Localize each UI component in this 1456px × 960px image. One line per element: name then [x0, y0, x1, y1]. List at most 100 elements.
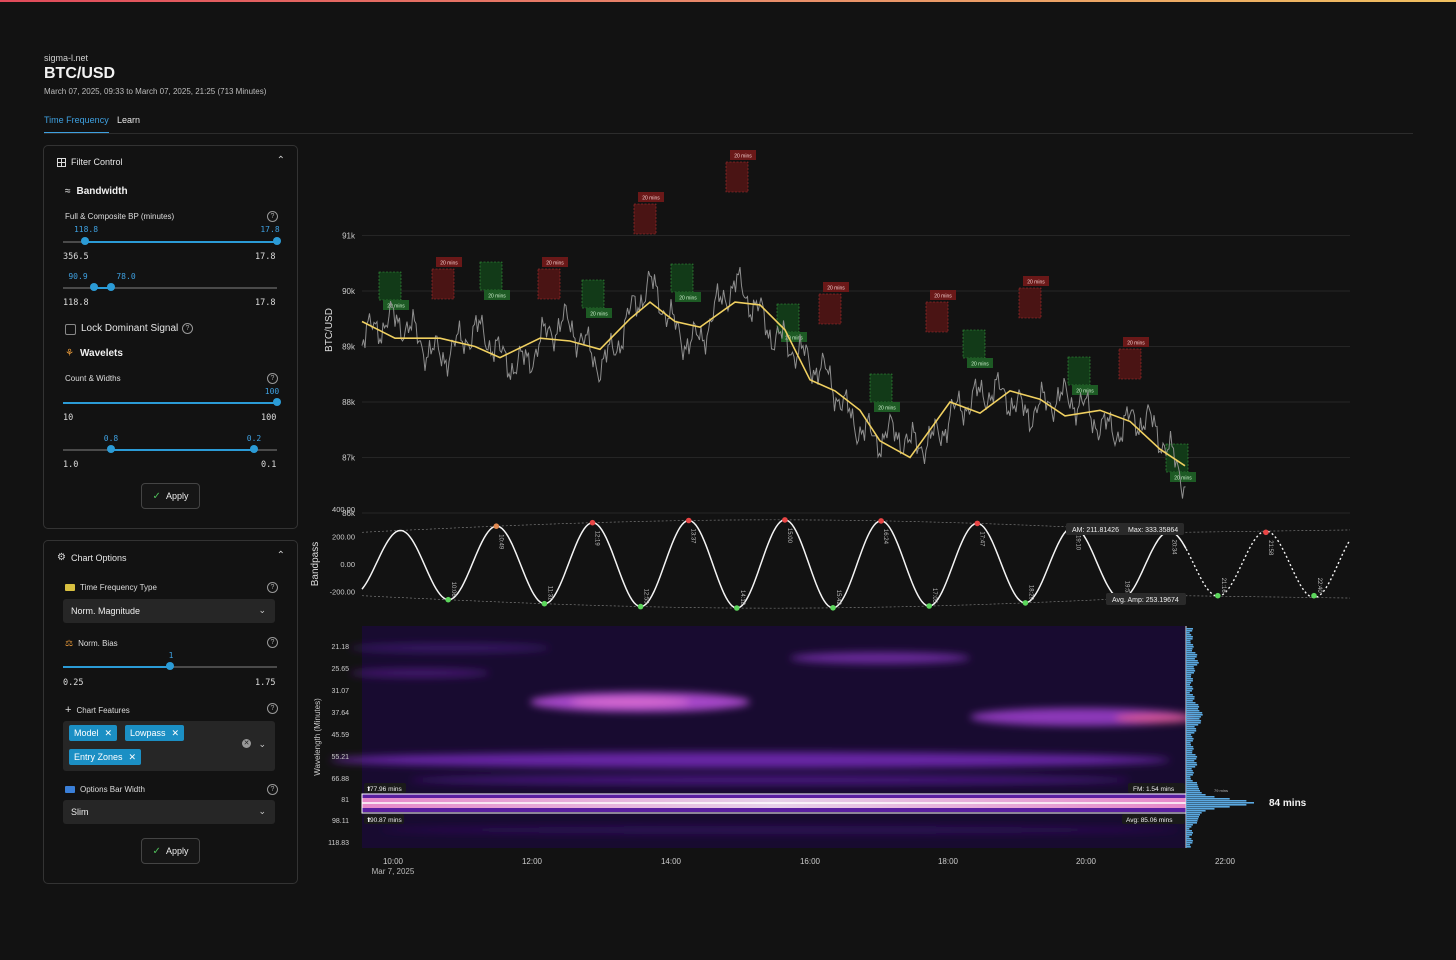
buy-zone: [581, 279, 605, 309]
buy-zone: [479, 261, 503, 291]
chip-model[interactable]: Model ✕: [69, 725, 118, 741]
trough-time-label: 15:42: [835, 590, 841, 606]
trough-time-label: 17:05: [931, 588, 937, 604]
help-icon[interactable]: ?: [267, 637, 278, 648]
features-multiselect[interactable]: Model ✕ Lowpass ✕ Entry Zones ✕ ✕ ⌄: [63, 721, 275, 771]
chevron-up-icon[interactable]: ⌃: [276, 550, 285, 561]
tab-time-frequency[interactable]: Time Frequency: [44, 115, 109, 134]
slider-handle[interactable]: [90, 283, 98, 291]
filter-apply-button[interactable]: ✓ Apply: [141, 483, 200, 509]
slider-handle[interactable]: [81, 237, 89, 245]
sell-zone-label-bg: [1123, 337, 1149, 347]
close-icon[interactable]: ✕: [171, 727, 180, 738]
svg-text:90.87 mins: 90.87 mins: [370, 817, 403, 824]
bias-label: ⚖ Norm. Bias: [65, 638, 118, 649]
price-gridlines: [362, 235, 1350, 514]
histogram-bar: [1186, 768, 1192, 770]
chevron-up-icon[interactable]: ⌃: [276, 155, 285, 166]
histogram-bar: [1186, 804, 1247, 806]
buy-zone: [869, 373, 893, 403]
help-icon[interactable]: ?: [267, 582, 278, 593]
price-tick-label: 90k: [342, 287, 356, 296]
histogram-bar: [1186, 742, 1191, 744]
tf-type-value: Norm. Magnitude: [71, 606, 141, 616]
buy-zone-label: 20 mins: [679, 296, 697, 302]
slider-handle[interactable]: [273, 237, 281, 245]
histogram-bar: [1186, 722, 1201, 724]
svg-text:AM: 211.81426: AM: 211.81426: [1072, 527, 1119, 534]
histogram-bar: [1186, 728, 1197, 730]
slider-handle[interactable]: [107, 283, 115, 291]
histogram-bar: [1186, 794, 1206, 796]
count-slider[interactable]: [63, 398, 281, 406]
heatmap-y-tick: 21.18: [331, 644, 349, 651]
histogram-bar: [1186, 800, 1247, 802]
wavelets-title: Wavelets: [79, 348, 123, 359]
histogram-bar: [1186, 740, 1193, 742]
histogram-bar: [1186, 710, 1200, 712]
histogram-bar: [1186, 648, 1193, 650]
composite-range-slider[interactable]: [63, 283, 277, 291]
sell-zone: [431, 268, 455, 300]
buy-zone-label: 20 mins: [387, 304, 405, 310]
sell-zone: [925, 301, 949, 333]
heatmap-y-label: Wavelength (Minutes): [313, 698, 322, 776]
help-icon[interactable]: ?: [267, 784, 278, 795]
sell-zone: [1118, 348, 1142, 380]
histogram-bar: [1186, 746, 1194, 748]
histogram-bar: [1186, 792, 1202, 794]
histogram-bar: [1186, 822, 1197, 824]
close-icon[interactable]: ✕: [104, 727, 113, 738]
sell-zone: [1018, 287, 1042, 319]
bandpass-tick-label: 200.00: [332, 532, 355, 541]
tf-type-select[interactable]: Norm. Magnitude ⌄: [63, 599, 275, 623]
buy-zone: [1067, 356, 1091, 386]
histogram-bar: [1186, 764, 1198, 766]
trough-time-label: 18:29: [1027, 585, 1033, 601]
tab-learn[interactable]: Learn: [117, 115, 141, 125]
buy-zone-label-bg: [874, 402, 900, 412]
help-icon[interactable]: ?: [267, 211, 278, 222]
heatmap-y-tick: 98.11: [332, 818, 349, 825]
histogram-bar: [1186, 634, 1192, 636]
histogram-bar: [1186, 784, 1198, 786]
top-accent-bar: [0, 0, 1456, 2]
filter-control-header[interactable]: Filter Control: [57, 157, 123, 167]
chevron-down-icon[interactable]: ⌄: [258, 739, 266, 749]
help-icon[interactable]: ?: [182, 323, 193, 334]
chart-options-header[interactable]: ⚙ Chart Options: [57, 552, 127, 563]
bar-width-select[interactable]: Slim ⌄: [63, 800, 275, 824]
histogram-bar: [1186, 708, 1199, 710]
histogram-bar: [1186, 702, 1196, 704]
slider-handle[interactable]: [107, 445, 115, 453]
sell-zone-label-bg: [638, 192, 664, 202]
slider1-max: 17.8: [255, 252, 276, 262]
histogram-bar: [1186, 638, 1193, 640]
lock-dominant-checkbox[interactable]: [65, 324, 76, 335]
bandwidth-title: Bandwidth: [76, 186, 128, 197]
trough-time-label: 19:52: [1124, 581, 1130, 597]
histogram-bar: [1186, 820, 1198, 822]
sell-zone: [818, 293, 842, 325]
options-apply-button[interactable]: ✓ Apply: [141, 838, 200, 864]
features-text: Chart Features: [76, 705, 130, 715]
chip-lowpass[interactable]: Lowpass ✕: [125, 725, 185, 741]
close-icon[interactable]: ✕: [128, 751, 137, 762]
clear-icon[interactable]: ✕: [242, 739, 251, 748]
slider-handle[interactable]: [166, 662, 174, 670]
help-icon[interactable]: ?: [267, 373, 278, 384]
widths-slider[interactable]: [63, 445, 277, 453]
bias-slider[interactable]: [63, 662, 277, 670]
help-icon[interactable]: ?: [267, 703, 278, 714]
bp-range-slider[interactable]: [63, 237, 281, 245]
histogram-bar: [1186, 810, 1206, 812]
slider-handle[interactable]: [273, 398, 281, 406]
heatmap-x-tick: 18:00: [938, 857, 959, 866]
peak-point: [878, 518, 884, 524]
bandpass-wave: [361, 519, 1187, 609]
histogram-bar: [1186, 818, 1199, 820]
slider-handle[interactable]: [250, 445, 258, 453]
chip-entry-zones[interactable]: Entry Zones ✕: [69, 749, 142, 765]
